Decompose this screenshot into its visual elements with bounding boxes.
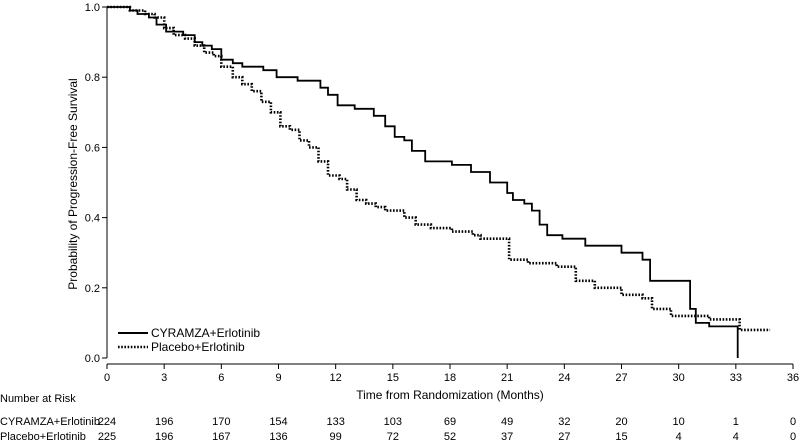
- series-line-placebo: [107, 5, 771, 332]
- risk-count: 133: [326, 416, 344, 428]
- risk-count: 99: [330, 431, 342, 443]
- x-tick-label: 6: [218, 372, 224, 384]
- risk-count: 27: [558, 431, 570, 443]
- risk-count: 10: [673, 416, 685, 428]
- x-tick-label: 33: [730, 372, 742, 384]
- risk-count: 1: [733, 416, 739, 428]
- risk-count: 69: [444, 416, 456, 428]
- risk-count: 225: [98, 431, 116, 443]
- legend-label-cyramza: CYRAMZA+Erlotinib: [151, 326, 260, 340]
- x-tick-label: 24: [558, 372, 570, 384]
- risk-count: 136: [269, 431, 287, 443]
- risk-count: 4: [733, 431, 739, 443]
- x-tick-label: 9: [275, 372, 281, 384]
- x-tick-label: 18: [444, 372, 456, 384]
- risk-count: 15: [615, 431, 627, 443]
- x-tick-label: 21: [501, 372, 513, 384]
- risk-count: 37: [501, 431, 513, 443]
- x-tick-label: 3: [161, 372, 167, 384]
- risk-count: 103: [384, 416, 402, 428]
- x-tick-label: 36: [787, 372, 799, 384]
- x-tick-label: 27: [615, 372, 627, 384]
- risk-row-label: Placebo+Erlotinib: [0, 431, 86, 443]
- risk-table-title: Number at Risk: [0, 393, 76, 405]
- risk-count: 52: [444, 431, 456, 443]
- risk-count: 49: [501, 416, 513, 428]
- risk-count: 224: [98, 416, 116, 428]
- risk-count: 196: [155, 431, 173, 443]
- risk-count: 0: [790, 416, 796, 428]
- y-tick-label: 0.6: [85, 142, 100, 154]
- series-layer: [107, 5, 771, 358]
- y-tick-label: 0.0: [85, 353, 100, 365]
- x-tick-label: 12: [330, 372, 342, 384]
- risk-count: 170: [212, 416, 230, 428]
- risk-count: 167: [212, 431, 230, 443]
- series-line-cyramza: [107, 6, 739, 358]
- x-axis: 0 3 6 9 12 15 18 21 24 27 30 33 36: [104, 363, 799, 384]
- risk-count: 196: [155, 416, 173, 428]
- x-tick-label: 15: [387, 372, 399, 384]
- y-tick-label: 1.0: [85, 2, 100, 14]
- y-axis: 0.0 0.2 0.4 0.6 0.8 1.0: [85, 2, 108, 365]
- legend: CYRAMZA+Erlotinib Placebo+Erlotinib: [118, 326, 260, 354]
- risk-count: 32: [558, 416, 570, 428]
- risk-count: 4: [676, 431, 682, 443]
- x-tick-label: 30: [673, 372, 685, 384]
- x-axis-title: Time from Randomization (Months): [356, 388, 544, 402]
- y-axis-title: Probability of Progression-Free Survival: [66, 78, 80, 289]
- risk-count: 20: [615, 416, 627, 428]
- risk-count: 0: [790, 431, 796, 443]
- risk-count: 72: [387, 431, 399, 443]
- y-tick-label: 0.2: [85, 283, 100, 295]
- x-tick-label: 0: [104, 372, 110, 384]
- legend-label-placebo: Placebo+Erlotinib: [151, 340, 245, 354]
- y-tick-label: 0.4: [85, 213, 100, 225]
- y-tick-label: 0.8: [85, 72, 100, 84]
- risk-row-label: CYRAMZA+Erlotinib: [0, 416, 100, 428]
- risk-count: 154: [269, 416, 287, 428]
